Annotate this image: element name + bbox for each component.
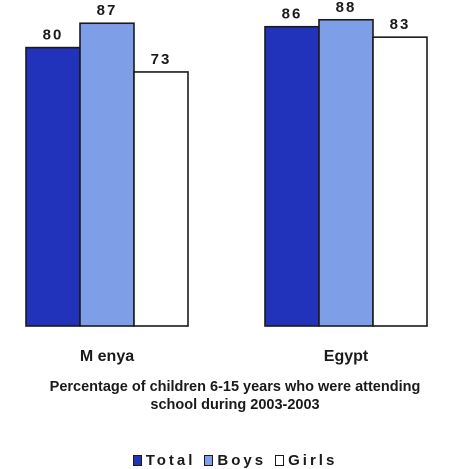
bar-chart: 80 87 73 M enya 86 88 83 Egypt (25, 0, 428, 365)
bar-menya-boys (79, 22, 135, 327)
bar-egypt-girls (372, 36, 428, 327)
legend-item-boys: Boys (204, 452, 266, 469)
legend: Total Boys Girls (0, 452, 470, 469)
legend-item-girls: Girls (275, 452, 337, 469)
chart-caption-line-2: school during 2003-2003 (150, 397, 320, 413)
bar-egypt-boys (318, 18, 374, 327)
bar-egypt-total (264, 25, 320, 327)
category-label-menya: M enya (80, 348, 134, 365)
data-label-menya-total: 80 (43, 27, 64, 44)
legend-item-total: Total (132, 452, 196, 469)
legend-swatch-total (132, 455, 142, 466)
bar-menya-total (25, 46, 81, 327)
bar-menya-girls (133, 71, 189, 327)
legend-swatch-girls (275, 455, 285, 466)
legend-label-girls: Girls (288, 452, 338, 469)
data-label-menya-boys: 87 (97, 2, 118, 19)
data-label-egypt-girls: 83 (390, 16, 411, 33)
data-label-egypt-total: 86 (282, 6, 303, 23)
chart-caption-line-1: Percentage of children 6-15 years who we… (49, 379, 421, 395)
category-label-egypt: Egypt (324, 348, 369, 365)
data-label-egypt-boys: 88 (336, 0, 357, 16)
legend-swatch-boys (204, 455, 214, 466)
data-label-menya-girls: 73 (151, 51, 172, 68)
legend-label-total: Total (145, 452, 196, 469)
legend-label-boys: Boys (217, 452, 267, 469)
